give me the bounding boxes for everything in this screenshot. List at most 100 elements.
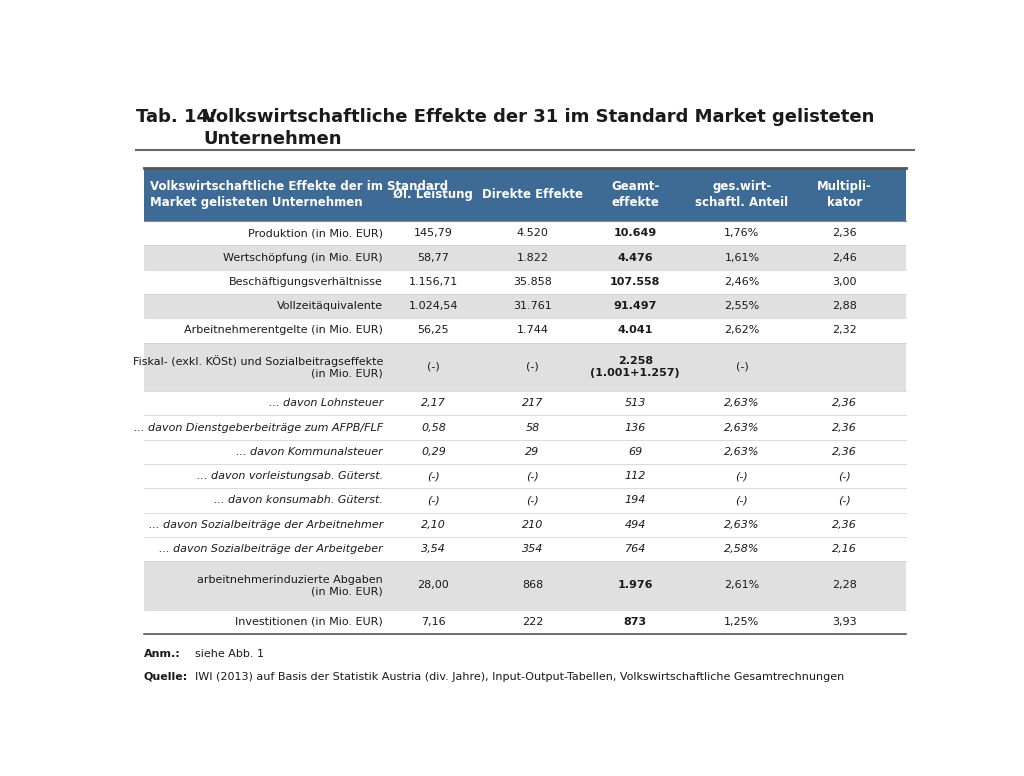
Text: IWI (2013) auf Basis der Statistik Austria (div. Jahre), Input-Output-Tabellen, : IWI (2013) auf Basis der Statistik Austr… [196,671,845,681]
Text: 145,79: 145,79 [414,228,453,238]
Text: 69: 69 [628,447,642,457]
FancyBboxPatch shape [143,168,905,221]
Text: 2,36: 2,36 [833,423,857,432]
Text: 3,93: 3,93 [833,617,857,627]
Text: 0,29: 0,29 [421,447,445,457]
FancyBboxPatch shape [143,318,905,342]
Text: Geamt-
effekte: Geamt- effekte [611,180,659,209]
Text: 56,25: 56,25 [418,325,450,335]
Text: siehe Abb. 1: siehe Abb. 1 [196,649,264,659]
Text: 1.822: 1.822 [516,253,549,262]
Text: 4.041: 4.041 [617,325,653,335]
Text: 2,46%: 2,46% [724,277,760,287]
Text: 31.761: 31.761 [513,301,552,311]
Text: 107.558: 107.558 [610,277,660,287]
Text: (-): (-) [526,471,539,481]
FancyBboxPatch shape [143,294,905,318]
Text: 2,63%: 2,63% [724,398,760,408]
Text: 2,36: 2,36 [833,447,857,457]
FancyBboxPatch shape [143,391,905,415]
Text: Produktion (in Mio. EUR): Produktion (in Mio. EUR) [248,228,383,238]
Text: ... davon vorleistungsab. Güterst.: ... davon vorleistungsab. Güterst. [197,471,383,481]
FancyBboxPatch shape [143,415,905,440]
Text: 3,54: 3,54 [421,544,445,554]
Text: 2,36: 2,36 [833,228,857,238]
Text: Arbeitnehmerentgelte (in Mio. EUR): Arbeitnehmerentgelte (in Mio. EUR) [184,325,383,335]
Text: 28,00: 28,00 [418,580,450,591]
Text: 2.258
(1.001+1.257): 2.258 (1.001+1.257) [591,356,680,378]
Text: ges.wirt-
schaftl. Anteil: ges.wirt- schaftl. Anteil [695,180,788,209]
Text: (-): (-) [526,362,539,372]
Text: 1.976: 1.976 [617,580,653,591]
FancyBboxPatch shape [143,270,905,294]
Text: 7,16: 7,16 [421,617,445,627]
Text: 2,63%: 2,63% [724,423,760,432]
Text: 4.476: 4.476 [617,253,653,262]
Text: Investitionen (in Mio. EUR): Investitionen (in Mio. EUR) [236,617,383,627]
Text: 210: 210 [522,520,543,530]
Text: (-): (-) [427,495,439,505]
Text: (-): (-) [735,471,749,481]
Text: 217: 217 [522,398,543,408]
Text: (-): (-) [735,495,749,505]
Text: 354: 354 [522,544,543,554]
Text: 2,63%: 2,63% [724,447,760,457]
FancyBboxPatch shape [143,537,905,561]
Text: 2,88: 2,88 [833,301,857,311]
Text: 10.649: 10.649 [613,228,656,238]
Text: 1.744: 1.744 [516,325,549,335]
FancyBboxPatch shape [143,488,905,512]
Text: 2,62%: 2,62% [724,325,760,335]
Text: Fiskal- (exkl. KÖSt) und Sozialbeitragseffekte
(in Mio. EUR): Fiskal- (exkl. KÖSt) und Sozialbeitragse… [132,355,383,379]
Text: Volkswirtschaftliche Effekte der 31 im Standard Market gelisteten
Unternehmen: Volkswirtschaftliche Effekte der 31 im S… [204,108,874,148]
Text: Tab. 14:: Tab. 14: [136,108,216,126]
Text: 2,28: 2,28 [833,580,857,591]
Text: ... davon Kommunalsteuer: ... davon Kommunalsteuer [237,447,383,457]
Text: Beschäftigungsverhältnisse: Beschäftigungsverhältnisse [229,277,383,287]
Text: ... davon Sozialbeiträge der Arbeitnehmer: ... davon Sozialbeiträge der Arbeitnehme… [148,520,383,530]
Text: 2,17: 2,17 [421,398,445,408]
Text: 3,00: 3,00 [833,277,857,287]
Text: (-): (-) [427,362,439,372]
Text: (-): (-) [839,495,851,505]
Text: ... davon konsumabh. Güterst.: ... davon konsumabh. Güterst. [214,495,383,505]
Text: 494: 494 [625,520,646,530]
Text: ... davon Dienstgeberbeiträge zum AFPB/FLF: ... davon Dienstgeberbeiträge zum AFPB/F… [134,423,383,432]
Text: 136: 136 [625,423,646,432]
Text: 58,77: 58,77 [418,253,450,262]
Text: 0,58: 0,58 [421,423,445,432]
FancyBboxPatch shape [143,464,905,488]
FancyBboxPatch shape [143,245,905,270]
Text: 222: 222 [522,617,543,627]
Text: 2,36: 2,36 [833,398,857,408]
FancyBboxPatch shape [143,440,905,464]
FancyBboxPatch shape [143,561,905,610]
Text: 2,55%: 2,55% [724,301,760,311]
Text: Direkte Effekte: Direkte Effekte [482,188,583,201]
Text: 112: 112 [625,471,646,481]
Text: 2,10: 2,10 [421,520,445,530]
Text: Vollzeitäquivalente: Vollzeitäquivalente [276,301,383,311]
Text: Anm.:: Anm.: [143,649,180,659]
Text: (-): (-) [427,471,439,481]
Text: 58: 58 [525,423,540,432]
Text: 4.520: 4.520 [516,228,549,238]
Text: ... davon Lohnsteuer: ... davon Lohnsteuer [268,398,383,408]
Text: 91.497: 91.497 [613,301,657,311]
Text: (-): (-) [839,471,851,481]
Text: Øl. Leistung: Øl. Leistung [393,188,473,201]
Text: Multipli-
kator: Multipli- kator [817,180,872,209]
Text: 1,76%: 1,76% [724,228,760,238]
FancyBboxPatch shape [143,512,905,537]
Text: arbeitnehmerinduzierte Abgaben
(in Mio. EUR): arbeitnehmerinduzierte Abgaben (in Mio. … [198,574,383,596]
Text: 868: 868 [522,580,543,591]
Text: 513: 513 [625,398,646,408]
Text: Wertschöpfung (in Mio. EUR): Wertschöpfung (in Mio. EUR) [223,253,383,262]
Text: 194: 194 [625,495,646,505]
Text: 2,46: 2,46 [833,253,857,262]
Text: 764: 764 [625,544,646,554]
Text: Quelle:: Quelle: [143,671,188,681]
Text: 2,36: 2,36 [833,520,857,530]
Text: 1,61%: 1,61% [724,253,760,262]
Text: ... davon Sozialbeiträge der Arbeitgeber: ... davon Sozialbeiträge der Arbeitgeber [159,544,383,554]
